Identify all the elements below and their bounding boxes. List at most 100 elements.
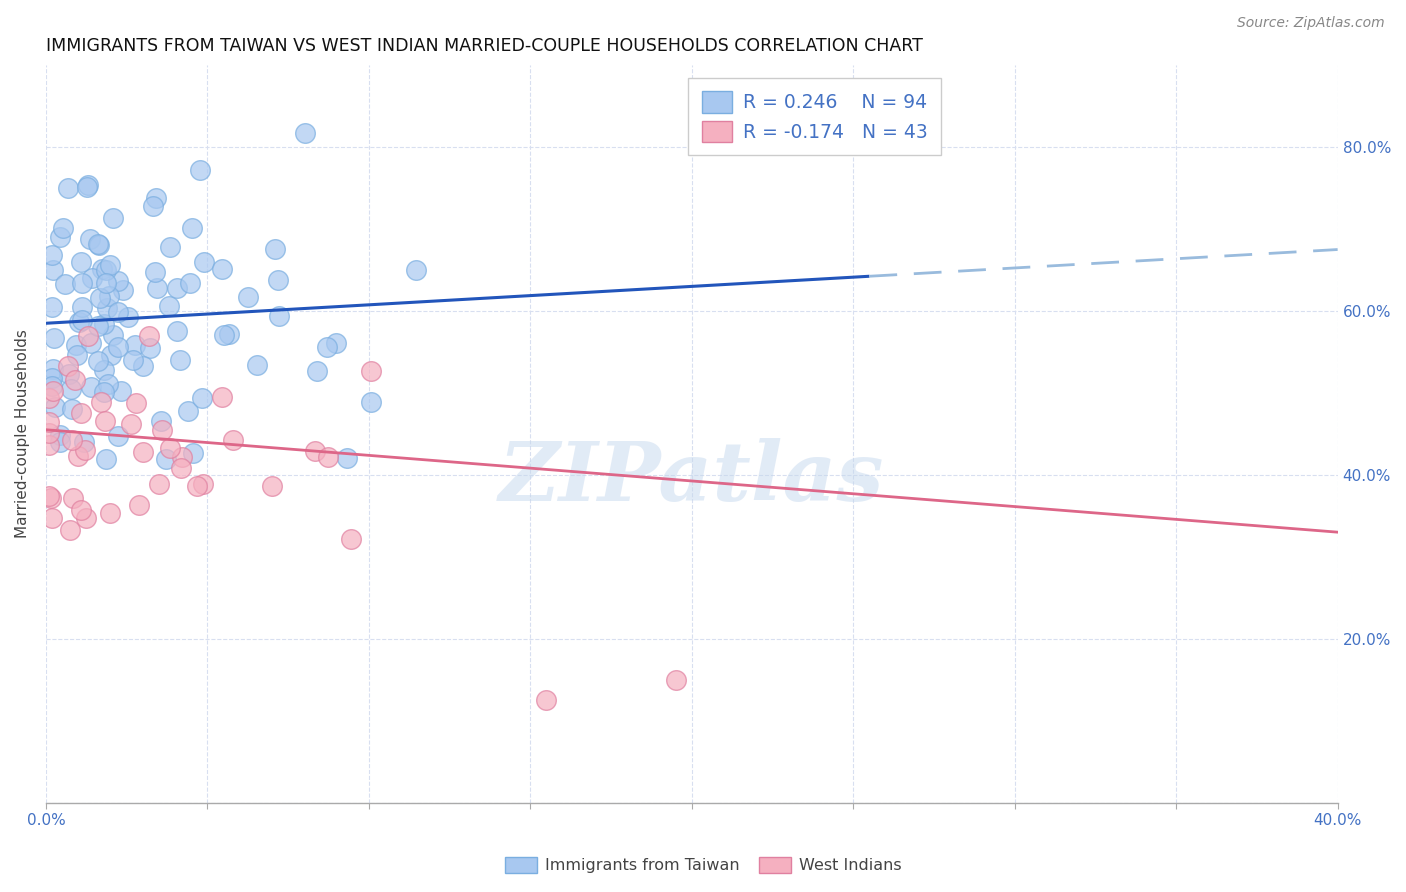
Point bbox=[142, 199, 165, 213]
Point bbox=[49, 427, 72, 442]
Y-axis label: Married-couple Households: Married-couple Households bbox=[15, 329, 30, 538]
Point bbox=[180, 221, 202, 235]
Point bbox=[218, 327, 240, 342]
Point bbox=[128, 499, 150, 513]
Point bbox=[97, 289, 120, 303]
Point bbox=[110, 384, 132, 398]
Point bbox=[246, 359, 269, 373]
Point bbox=[125, 396, 148, 410]
Point bbox=[138, 328, 160, 343]
Text: IMMIGRANTS FROM TAIWAN VS WEST INDIAN MARRIED-COUPLE HOUSEHOLDS CORRELATION CHAR: IMMIGRANTS FROM TAIWAN VS WEST INDIAN MA… bbox=[46, 37, 922, 55]
Point bbox=[41, 263, 63, 277]
Point bbox=[75, 511, 97, 525]
Point bbox=[155, 452, 177, 467]
Point bbox=[41, 248, 63, 262]
Point bbox=[48, 435, 70, 450]
Point bbox=[316, 340, 339, 354]
Point bbox=[38, 391, 60, 405]
Point bbox=[120, 417, 142, 432]
Point bbox=[193, 255, 215, 269]
Point bbox=[665, 673, 688, 687]
Point bbox=[56, 181, 79, 195]
Point bbox=[66, 449, 89, 463]
Point bbox=[60, 433, 83, 447]
Point bbox=[77, 178, 100, 192]
Point bbox=[211, 390, 233, 404]
Point bbox=[41, 300, 63, 314]
Point bbox=[267, 272, 290, 286]
Point bbox=[260, 479, 283, 493]
Point bbox=[59, 523, 82, 537]
Point bbox=[93, 385, 115, 400]
Point bbox=[41, 491, 63, 506]
Point bbox=[157, 299, 180, 313]
Legend: R = 0.246    N = 94, R = -0.174   N = 43: R = 0.246 N = 94, R = -0.174 N = 43 bbox=[689, 78, 941, 155]
Point bbox=[69, 503, 91, 517]
Point bbox=[38, 438, 60, 452]
Point bbox=[146, 281, 169, 295]
Legend: Immigrants from Taiwan, West Indians: Immigrants from Taiwan, West Indians bbox=[499, 850, 907, 880]
Point bbox=[124, 338, 146, 352]
Point bbox=[186, 479, 208, 493]
Point bbox=[42, 331, 65, 345]
Point bbox=[67, 315, 90, 329]
Point bbox=[159, 239, 181, 253]
Point bbox=[77, 328, 100, 343]
Point bbox=[89, 238, 111, 252]
Text: Source: ZipAtlas.com: Source: ZipAtlas.com bbox=[1237, 16, 1385, 30]
Point bbox=[79, 231, 101, 245]
Point bbox=[70, 406, 93, 420]
Point bbox=[89, 291, 111, 305]
Point bbox=[49, 230, 72, 244]
Point bbox=[148, 476, 170, 491]
Point bbox=[122, 352, 145, 367]
Point bbox=[179, 276, 201, 290]
Point bbox=[72, 300, 94, 314]
Point bbox=[181, 446, 204, 460]
Point bbox=[170, 461, 193, 475]
Point bbox=[100, 348, 122, 362]
Point bbox=[177, 404, 200, 418]
Point bbox=[42, 361, 65, 376]
Point bbox=[60, 402, 83, 417]
Point bbox=[193, 477, 215, 491]
Point bbox=[94, 276, 117, 290]
Point bbox=[38, 416, 60, 430]
Point bbox=[336, 450, 359, 465]
Point bbox=[117, 310, 139, 324]
Point bbox=[340, 533, 363, 547]
Point bbox=[86, 319, 108, 334]
Point bbox=[62, 491, 84, 505]
Point bbox=[66, 348, 89, 362]
Point bbox=[145, 191, 167, 205]
Point bbox=[107, 274, 129, 288]
Point bbox=[169, 352, 191, 367]
Point bbox=[96, 452, 118, 467]
Point bbox=[58, 368, 80, 382]
Point bbox=[70, 313, 93, 327]
Point bbox=[236, 290, 259, 304]
Point bbox=[73, 435, 96, 450]
Point bbox=[98, 506, 121, 520]
Point bbox=[93, 318, 115, 332]
Point bbox=[70, 276, 93, 290]
Point bbox=[143, 265, 166, 279]
Point bbox=[42, 384, 65, 399]
Point bbox=[76, 180, 98, 194]
Point bbox=[94, 414, 117, 428]
Point bbox=[150, 414, 173, 428]
Point bbox=[405, 262, 427, 277]
Point bbox=[87, 237, 110, 252]
Point bbox=[80, 336, 103, 351]
Point bbox=[307, 364, 329, 378]
Point bbox=[101, 211, 124, 226]
Point bbox=[360, 364, 382, 378]
Point bbox=[96, 301, 118, 315]
Text: ZIPatlas: ZIPatlas bbox=[499, 438, 884, 518]
Point bbox=[316, 450, 339, 464]
Point bbox=[97, 376, 120, 391]
Point bbox=[111, 283, 134, 297]
Point bbox=[103, 327, 125, 342]
Point bbox=[150, 423, 173, 437]
Point bbox=[264, 243, 287, 257]
